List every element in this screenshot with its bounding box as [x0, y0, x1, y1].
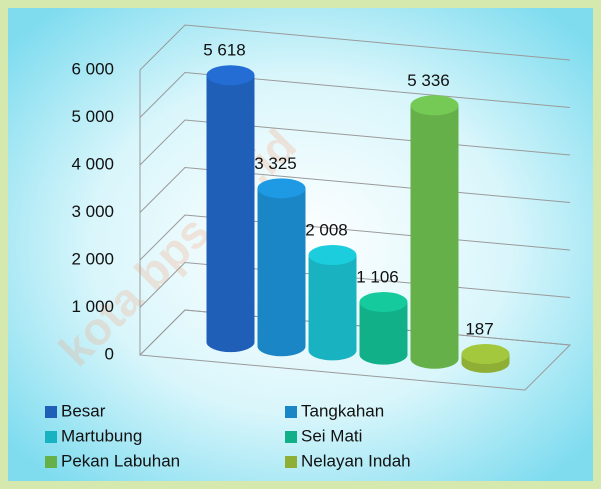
legend-swatch — [285, 406, 297, 418]
y-tick-label: 2 000 — [71, 249, 114, 268]
y-tick-label: 1 000 — [71, 297, 114, 316]
y-tick-label: 5 000 — [71, 107, 114, 126]
legend-label: Sei Mati — [301, 426, 362, 445]
y-tick-label: 4 000 — [71, 154, 114, 173]
cylinder-body — [308, 255, 357, 361]
legend-label: Tangkahan — [301, 401, 384, 420]
legend-label: Nelayan Indah — [301, 451, 411, 470]
legend-label: Besar — [61, 401, 106, 420]
y-tick-label: 3 000 — [71, 202, 114, 221]
cylinder-top — [308, 245, 357, 266]
cylinder-body — [410, 105, 459, 369]
value-label: 1 106 — [356, 268, 399, 287]
legend-swatch — [45, 406, 57, 418]
legend-swatch — [285, 456, 297, 468]
legend-swatch — [45, 456, 57, 468]
value-label: 5 336 — [407, 71, 450, 90]
y-tick-label: 0 — [105, 344, 114, 363]
legend-label: Pekan Labuhan — [61, 451, 180, 470]
cylinder-top — [359, 292, 408, 313]
y-tick-label: 6 000 — [71, 59, 114, 78]
cylinder-top — [257, 178, 306, 199]
cylinder-body — [206, 75, 255, 353]
cylinder-top — [461, 344, 510, 365]
cylinder-top — [410, 95, 459, 116]
legend-swatch — [285, 431, 297, 443]
value-label: 3 325 — [254, 154, 297, 173]
value-label: 5 618 — [203, 41, 246, 60]
value-label: 187 — [465, 320, 493, 339]
legend-swatch — [45, 431, 57, 443]
cylinder-top — [206, 65, 255, 86]
legend-label: Martubung — [61, 426, 142, 445]
cylinder-body — [359, 302, 408, 365]
value-label: 2 008 — [305, 221, 348, 240]
grid-line — [139, 24, 571, 71]
cylinder-body — [257, 188, 306, 357]
